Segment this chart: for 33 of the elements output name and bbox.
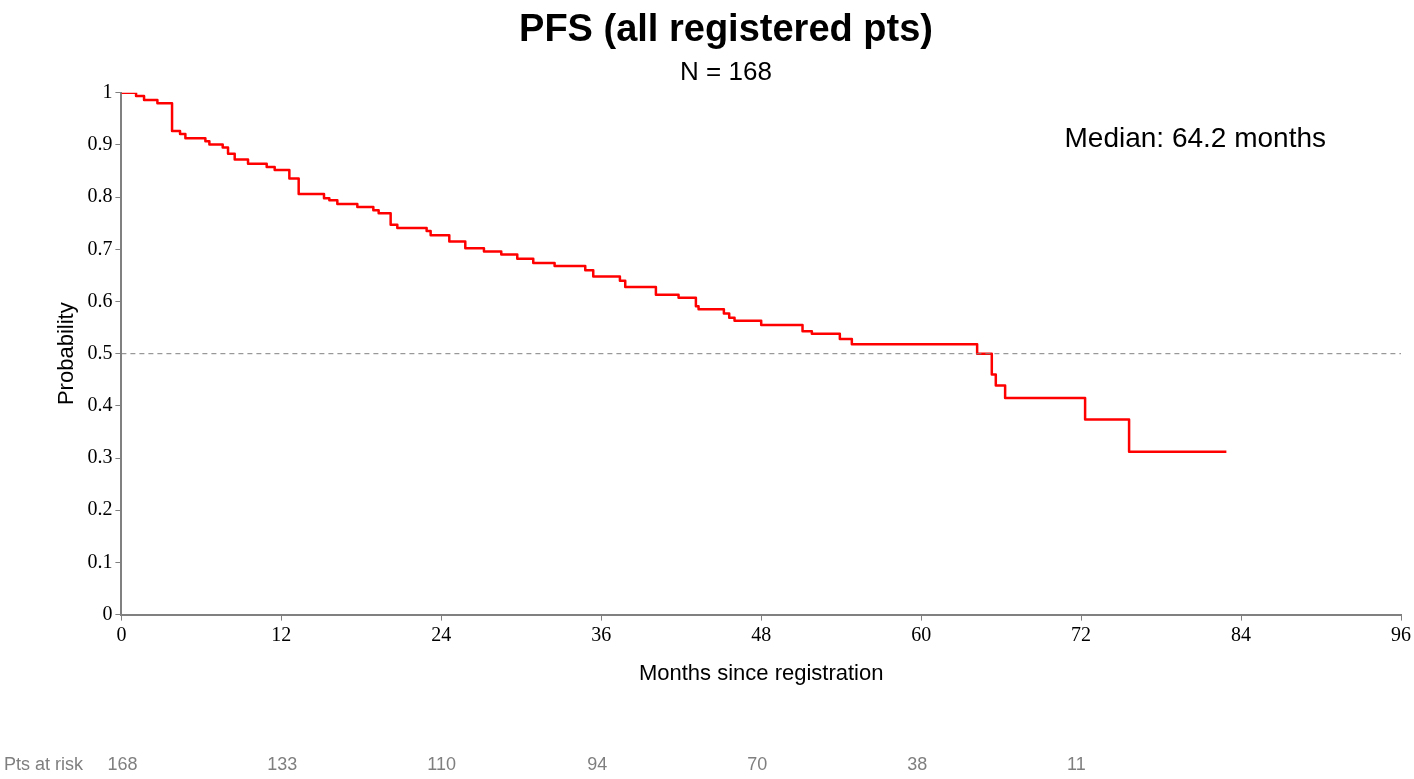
y-tick-label: 0.5	[87, 340, 113, 363]
y-tick-label: 0	[102, 601, 113, 624]
y-tick-label: 1	[102, 80, 113, 103]
x-tick-label: 48	[751, 622, 772, 645]
x-tick-label: 24	[431, 622, 452, 645]
y-tick-label: 0.8	[87, 184, 113, 207]
text: Pts at risk	[4, 753, 85, 774]
x-tick-label: 60	[911, 622, 932, 645]
x-tick-label: 84	[1231, 622, 1252, 645]
annotation: Median: 64.2 months	[1064, 122, 1326, 154]
text: 94	[587, 753, 608, 774]
x-tick-label: 36	[591, 622, 612, 645]
y-tick-label: 0.6	[87, 288, 113, 311]
y-tick-label: 0.3	[87, 445, 113, 468]
text: 110	[427, 753, 456, 774]
y-tick-label: 0.4	[87, 393, 113, 416]
x-tick-label: 12	[271, 622, 292, 645]
text: 11	[1067, 753, 1086, 774]
text: 168	[107, 753, 138, 774]
x-tick-label: 96	[1391, 622, 1411, 645]
text: 38	[907, 753, 928, 774]
y-tick-label: 0.9	[87, 132, 113, 155]
x-axis-title: Months since registration	[638, 659, 884, 685]
text: 133	[267, 753, 298, 774]
y-axis-title: Probability	[53, 302, 79, 406]
x-tick-label: 0	[116, 622, 127, 645]
y-tick-label: 0.2	[87, 497, 113, 520]
x-tick-label: 72	[1071, 622, 1092, 645]
y-tick-label: 0.7	[87, 236, 113, 259]
chart-subtitle: N = 168	[680, 56, 772, 87]
y-tick-label: 0.1	[87, 549, 113, 572]
text: 70	[747, 753, 768, 774]
chart-title: PFS (all registered pts)	[519, 7, 933, 50]
